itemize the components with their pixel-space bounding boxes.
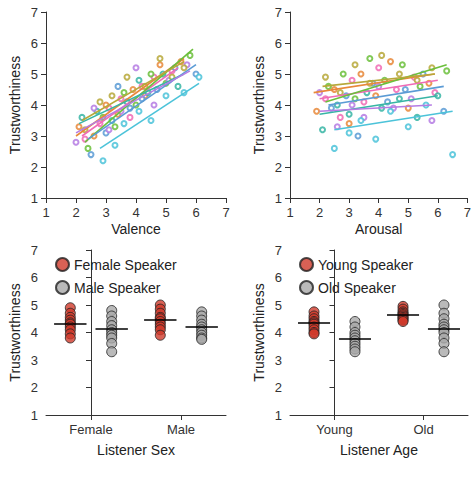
svg-text:1: 1 [31,191,38,206]
svg-text:4: 4 [275,325,282,340]
svg-text:1: 1 [286,205,293,220]
svg-text:5: 5 [31,67,38,82]
svg-text:Trustworthiness: Trustworthiness [251,56,267,154]
svg-text:4: 4 [31,325,38,340]
svg-text:6: 6 [275,270,282,285]
svg-text:Trustworthiness: Trustworthiness [7,283,23,381]
svg-text:Male Speaker: Male Speaker [74,280,161,296]
svg-text:3: 3 [346,205,353,220]
svg-text:5: 5 [162,205,169,220]
svg-text:Young Speaker: Young Speaker [318,257,414,273]
svg-text:5: 5 [275,67,282,82]
svg-text:2: 2 [31,160,38,175]
svg-text:7: 7 [464,205,471,220]
svg-text:3: 3 [31,353,38,368]
svg-text:4: 4 [375,205,382,220]
svg-text:Female Speaker: Female Speaker [74,257,177,273]
svg-text:1: 1 [42,205,49,220]
svg-text:4: 4 [132,205,139,220]
svg-text:1: 1 [275,191,282,206]
svg-text:4: 4 [31,98,38,113]
svg-text:6: 6 [31,270,38,285]
svg-text:2: 2 [275,160,282,175]
svg-text:3: 3 [31,129,38,144]
svg-text:3: 3 [275,129,282,144]
svg-text:1: 1 [31,408,38,423]
svg-text:5: 5 [405,205,412,220]
svg-text:2: 2 [31,380,38,395]
svg-text:Female: Female [69,422,112,437]
svg-text:Listener Sex: Listener Sex [97,442,175,458]
svg-text:Male: Male [167,422,195,437]
svg-text:7: 7 [275,243,282,258]
svg-text:2: 2 [275,380,282,395]
svg-text:Young: Young [316,422,352,437]
svg-text:5: 5 [31,298,38,313]
svg-text:7: 7 [222,205,229,220]
svg-text:Listener Age: Listener Age [340,442,418,458]
svg-text:5: 5 [275,298,282,313]
svg-text:1: 1 [275,408,282,423]
svg-text:7: 7 [31,243,38,258]
svg-text:Valence: Valence [111,221,161,237]
svg-text:2: 2 [72,205,79,220]
svg-text:6: 6 [192,205,199,220]
svg-text:3: 3 [102,205,109,220]
svg-text:3: 3 [275,353,282,368]
svg-text:7: 7 [275,5,282,20]
svg-text:6: 6 [434,205,441,220]
svg-text:Trustworthiness: Trustworthiness [7,56,23,154]
svg-text:4: 4 [275,98,282,113]
svg-text:6: 6 [275,36,282,51]
svg-text:Arousal: Arousal [355,221,402,237]
svg-text:Old Speaker: Old Speaker [318,280,396,296]
svg-text:2: 2 [316,205,323,220]
svg-text:6: 6 [31,36,38,51]
svg-text:7: 7 [31,5,38,20]
svg-text:Old: Old [413,422,433,437]
svg-text:Trustworthiness: Trustworthiness [251,283,267,381]
